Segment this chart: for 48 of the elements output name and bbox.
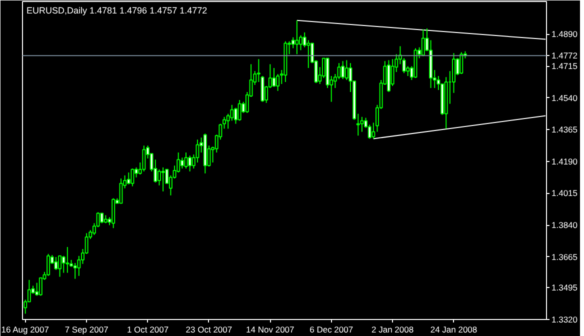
- y-tick-label: 1.4015: [552, 188, 578, 198]
- y-tick-label: 1.3840: [552, 220, 578, 230]
- candlestick: [112, 198, 116, 229]
- x-tick-label: 24 Jan 2008: [430, 324, 478, 334]
- candlestick: [360, 116, 364, 132]
- candlestick: [344, 60, 348, 80]
- candlestick: [260, 76, 264, 102]
- candlestick: [180, 157, 184, 169]
- candlestick: [73, 262, 77, 280]
- candlestick: [256, 58, 260, 82]
- x-tick-label: 1 Oct 2007: [126, 324, 169, 334]
- candlestick: [161, 166, 165, 192]
- y-tick-label: 1.3665: [552, 252, 578, 262]
- x-tick-label: 2 Jan 2008: [372, 324, 414, 334]
- y-tick-label: 1.3495: [552, 282, 578, 293]
- candlestick: [295, 20, 299, 55]
- candlestick: [421, 28, 425, 57]
- candlestick: [188, 155, 192, 172]
- candlestick: [66, 246, 70, 274]
- candlestick: [100, 212, 104, 224]
- candlestick: [119, 178, 123, 204]
- candlestick: [306, 40, 310, 69]
- x-tick-label: 14 Nov 2007: [246, 324, 295, 334]
- y-tick-label: 1.4365: [552, 124, 578, 135]
- candlestick: [272, 68, 276, 88]
- candlestick: [126, 172, 130, 185]
- x-tick-label: 7 Sep 2007: [64, 324, 109, 334]
- candlestick: [46, 253, 50, 276]
- candlestick: [402, 58, 406, 74]
- candlestick: [341, 60, 345, 80]
- y-tick-label: 1.4715: [552, 61, 578, 72]
- candlestick: [234, 107, 238, 124]
- candlestick: [142, 145, 146, 172]
- x-tick-label: 23 Oct 2007: [186, 324, 232, 334]
- candlestick: [54, 256, 58, 270]
- x-tick-label: 16 Aug 2007: [1, 324, 50, 334]
- candlestick: [238, 99, 242, 122]
- candlestick: [130, 168, 134, 187]
- chart-title: EURUSD,Daily 1.4781 1.4796 1.4757 1.4772: [26, 6, 208, 16]
- x-tick-label: 6 Dec 2007: [310, 324, 354, 334]
- y-tick-label: 1.3320: [552, 314, 578, 324]
- candlestick: [460, 52, 464, 75]
- y-tick-label: 1.4890: [552, 29, 578, 40]
- y-tick-label: 1.4190: [552, 156, 578, 166]
- candlestick: [184, 152, 188, 169]
- y-tick-label: 1.4540: [552, 92, 578, 103]
- candlestick: [58, 255, 62, 278]
- ref-line-label: 1.4772: [552, 50, 578, 61]
